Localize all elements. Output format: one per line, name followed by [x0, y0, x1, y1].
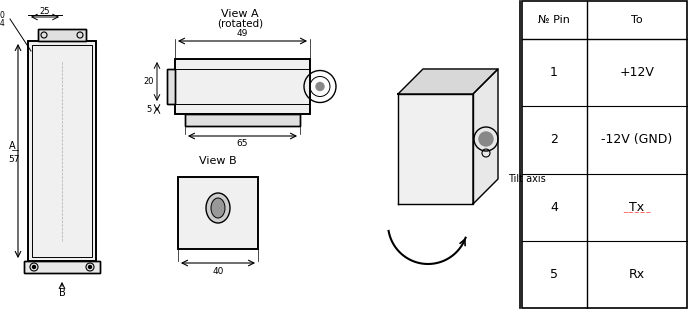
Text: B: B — [58, 288, 65, 298]
Text: TYP4: TYP4 — [0, 19, 6, 28]
Text: 65: 65 — [237, 139, 248, 149]
Bar — [175, 59, 310, 114]
Text: Rx: Rx — [629, 268, 645, 281]
Text: Tilt axis: Tilt axis — [508, 174, 546, 184]
Bar — [178, 177, 258, 249]
Circle shape — [89, 265, 92, 269]
Circle shape — [32, 265, 36, 269]
Bar — [185, 114, 300, 126]
Text: 25: 25 — [40, 6, 50, 15]
Text: View B: View B — [200, 156, 237, 166]
Circle shape — [316, 83, 324, 91]
Polygon shape — [398, 94, 473, 204]
Bar — [32, 45, 92, 257]
Text: (rotated): (rotated) — [217, 19, 263, 29]
Bar — [178, 177, 258, 249]
Bar — [28, 41, 96, 261]
Bar — [175, 59, 310, 114]
Text: View A: View A — [221, 9, 259, 19]
Text: 5: 5 — [550, 268, 558, 281]
Ellipse shape — [206, 193, 230, 223]
Bar — [185, 114, 300, 126]
Bar — [24, 261, 100, 273]
Polygon shape — [398, 69, 498, 94]
Text: 57: 57 — [8, 154, 20, 163]
Bar — [167, 69, 175, 104]
Text: 40: 40 — [213, 266, 224, 276]
Polygon shape — [473, 69, 498, 204]
Text: 49: 49 — [237, 28, 248, 37]
Text: A: A — [9, 141, 15, 151]
Text: +12V: +12V — [620, 66, 654, 79]
Bar — [522, 1, 687, 308]
Bar — [167, 69, 175, 104]
Text: 2: 2 — [550, 133, 558, 146]
Text: Tx: Tx — [630, 201, 645, 214]
Text: 20: 20 — [144, 77, 154, 86]
Text: -12V (GND): -12V (GND) — [601, 133, 673, 146]
Bar — [38, 29, 86, 41]
Bar — [38, 29, 86, 41]
Text: 5: 5 — [147, 104, 151, 113]
Text: 1: 1 — [550, 66, 558, 79]
Text: Ø3.30: Ø3.30 — [0, 11, 6, 19]
Text: № Pin: № Pin — [538, 15, 570, 25]
Ellipse shape — [211, 198, 225, 218]
Circle shape — [479, 132, 493, 146]
Text: ~~~~~: ~~~~~ — [623, 210, 652, 216]
Bar — [24, 261, 100, 273]
Text: To: To — [631, 15, 643, 25]
Text: 4: 4 — [550, 201, 558, 214]
Bar — [28, 41, 96, 261]
